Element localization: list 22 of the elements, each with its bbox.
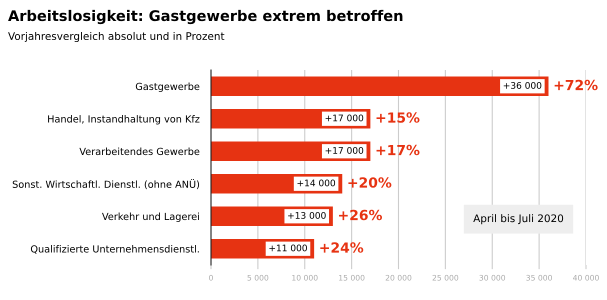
annotation: +26%: [339, 210, 382, 220]
chart-title: Arbeitslosigkeit: Gastgewerbe extrem betroffen: [8, 10, 402, 24]
data-label: +36 000: [504, 82, 542, 89]
y-tick-label: Sonst. Wirtschaftl. Dienstl. (ohne ANÜ): [12, 178, 200, 190]
bar: [211, 76, 548, 96]
text: Vorjahresvergleich absolut und in Prozent: [8, 32, 224, 42]
annotation: +20%: [348, 177, 392, 188]
y-tick-label: Qualifizierte Unternehmensdienstl.: [30, 245, 199, 254]
annotation: +24%: [320, 242, 364, 253]
y-tick-label: Verarbeitendes Gewerbe: [79, 148, 200, 156]
data-label: +14 000: [297, 180, 336, 186]
y-tick-label: Gastgewerbe: [136, 82, 200, 92]
y-tick-label: Handel, Instandhaltung von Kfz: [48, 115, 200, 124]
annotation: April bis Juli 2020: [473, 214, 564, 224]
data-label: +17 000: [326, 147, 364, 154]
data-label: +11 000: [269, 244, 307, 252]
annotation: +17%: [376, 144, 420, 156]
data-label: +17 000: [326, 114, 364, 122]
data-label: +13 000: [288, 212, 326, 219]
annotation: +15%: [376, 112, 420, 123]
annotation: +72%: [554, 80, 598, 90]
y-tick-label: Verkehr und Lagerei: [102, 212, 199, 222]
